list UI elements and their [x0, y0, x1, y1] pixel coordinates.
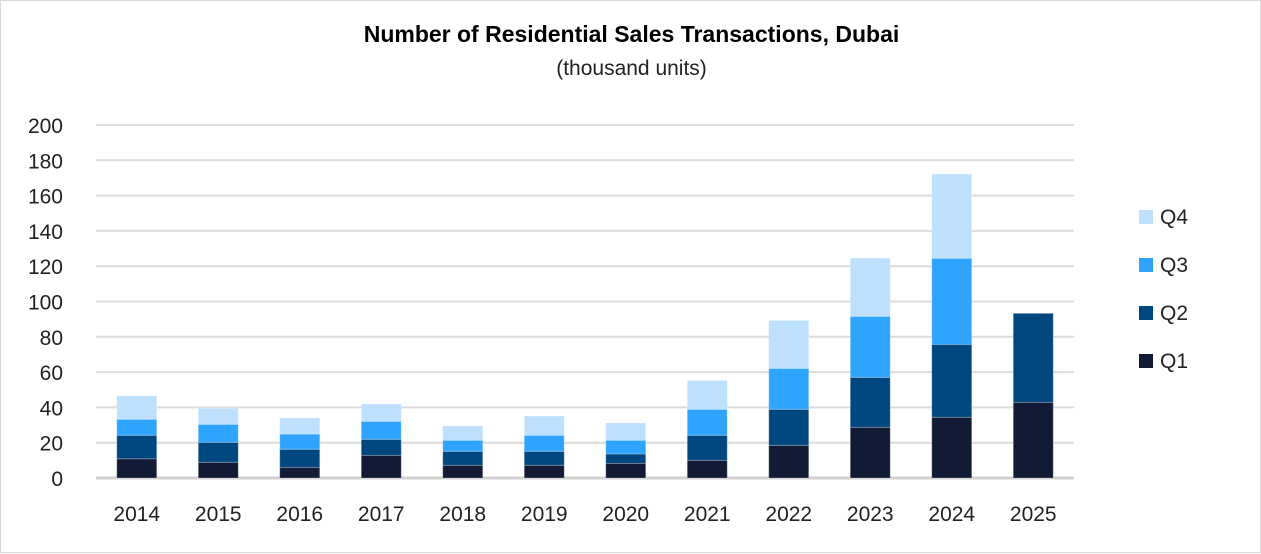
legend-label: Q3: [1160, 254, 1188, 277]
x-tick-label: 2016: [276, 503, 323, 526]
bar-segment-q2: [1012, 312, 1054, 403]
x-tick-label: 2017: [358, 503, 405, 526]
bar-segment-q2: [931, 343, 973, 418]
x-tick-label: 2014: [113, 503, 160, 526]
bar-segment-q3: [116, 418, 158, 436]
bar-segment-q1: [442, 464, 484, 479]
bar-segment-q4: [197, 407, 239, 425]
bar-segment-q2: [279, 448, 321, 468]
bar-segment-q3: [442, 439, 484, 452]
x-tick-label: 2020: [602, 503, 649, 526]
x-tick-label: 2019: [521, 503, 568, 526]
legend-swatch-q1: [1139, 354, 1153, 368]
legend-label: Q4: [1160, 206, 1188, 229]
x-tick-label: 2023: [847, 503, 894, 526]
bar-segment-q4: [605, 422, 647, 441]
bar-segment-q1: [605, 462, 647, 479]
bar-segment-q3: [197, 423, 239, 443]
legend-label: Q2: [1160, 302, 1188, 325]
bar-segment-q3: [931, 257, 973, 345]
bar-segment-q3: [605, 439, 647, 455]
y-tick-label: 180: [28, 150, 63, 173]
bar-segment-q1: [931, 416, 973, 479]
bar-segment-q1: [768, 444, 810, 479]
x-tick-label: 2025: [1010, 503, 1057, 526]
x-tick-label: 2021: [684, 503, 731, 526]
bar-segment-q4: [768, 319, 810, 369]
x-tick-label: 2022: [765, 503, 812, 526]
y-tick-label: 40: [40, 397, 63, 420]
bar-segment-q2: [768, 408, 810, 446]
bar-segment-q4: [116, 395, 158, 420]
bar-segment-q2: [197, 441, 239, 463]
bar-segment-q4: [279, 417, 321, 435]
bar-segment-q3: [768, 367, 810, 410]
bar-segment-q3: [523, 434, 565, 452]
bar-segment-q2: [116, 434, 158, 460]
bar-segment-q1: [523, 464, 565, 479]
x-tick-label: 2018: [439, 503, 486, 526]
bar-segment-q4: [523, 415, 565, 436]
y-tick-label: 140: [28, 221, 63, 244]
bar-segment-q1: [849, 426, 891, 479]
bar-segment-q3: [849, 315, 891, 378]
legend-swatch-q4: [1139, 210, 1153, 224]
y-tick-label: 0: [51, 468, 63, 491]
y-tick-label: 120: [28, 256, 63, 279]
bar-segment-q1: [686, 459, 728, 479]
legend-label: Q1: [1160, 350, 1188, 373]
legend-swatch-q2: [1139, 306, 1153, 320]
legend-swatch-q3: [1139, 258, 1153, 272]
bar-segment-q4: [849, 257, 891, 317]
bar-segment-q4: [686, 379, 728, 410]
bar-segment-q3: [686, 408, 728, 436]
y-tick-label: 100: [28, 292, 63, 315]
x-tick-label: 2015: [195, 503, 242, 526]
x-tick-label: 2024: [928, 503, 975, 526]
bar-segment-q4: [360, 403, 402, 422]
bar-segment-q1: [1012, 401, 1054, 479]
bar-segment-q2: [686, 434, 728, 461]
y-tick-label: 20: [40, 433, 63, 456]
bar-segment-q2: [849, 376, 891, 428]
y-tick-label: 60: [40, 362, 63, 385]
bar-segment-q4: [931, 173, 973, 259]
chart-title: Number of Residential Sales Transactions…: [363, 21, 900, 47]
bar-segment-q1: [197, 461, 239, 479]
y-tick-label: 160: [28, 186, 63, 209]
bar-segment-q4: [442, 425, 484, 441]
y-tick-label: 80: [40, 327, 63, 350]
bar-segment-q3: [360, 420, 402, 440]
bar-segment-q2: [442, 450, 484, 466]
bar-segment-q1: [116, 458, 158, 479]
bar-segment-q1: [360, 454, 402, 479]
y-tick-label: 200: [28, 115, 63, 138]
chart-subtitle: (thousand units): [556, 57, 707, 80]
bar-segment-q3: [279, 433, 321, 450]
bar-segment-q1: [279, 466, 321, 479]
bar-segment-q2: [523, 450, 565, 466]
bar-segment-q2: [605, 453, 647, 464]
bar-segment-q2: [360, 438, 402, 456]
